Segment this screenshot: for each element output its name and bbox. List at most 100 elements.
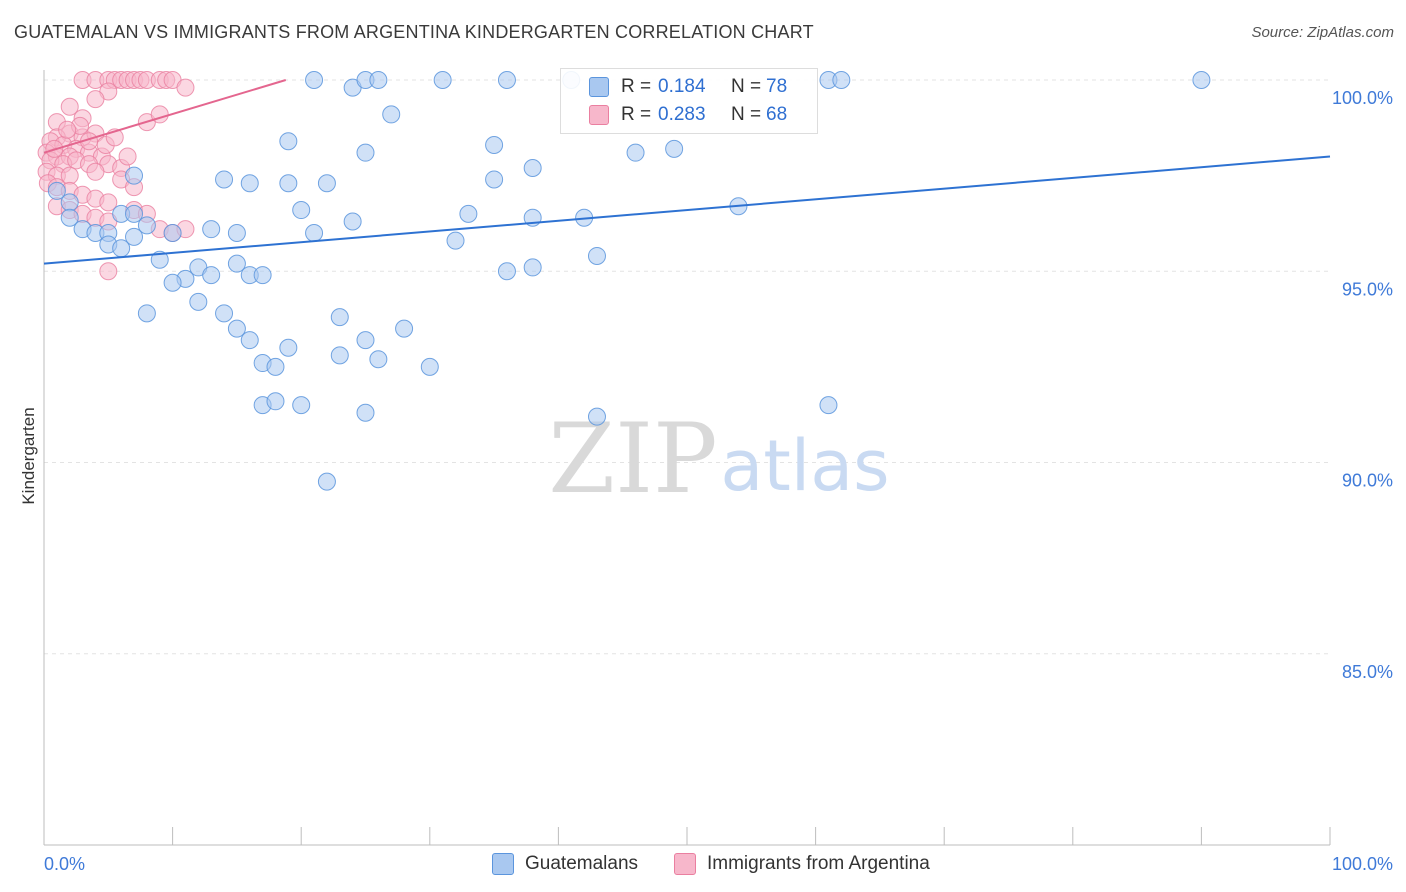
y-tick-label: 90.0% [1342,471,1393,491]
legend-r-label: R = [621,76,652,97]
guatemalan-point [420,357,439,376]
guatemalan-point [485,136,504,155]
guatemalan-point [587,246,606,265]
argentina-point [86,90,105,109]
guatemalan-point [369,71,388,89]
guatemalan-point [47,181,66,200]
guatemalan-point [125,166,144,185]
guatemalan-point [305,224,324,242]
trend-lines [43,79,1331,265]
guatemalan-point [240,174,259,193]
guatemalan-point [523,158,542,177]
guatemalan-point [163,273,182,292]
guatemalan-point [317,174,336,193]
legend-n-label: N = [731,76,762,97]
guatemalan-point [523,258,542,277]
guatemalan-point [227,319,246,338]
watermark-atlas: atlas [720,425,889,507]
guatemalan-point [369,350,388,369]
gridlines [44,79,1330,655]
y-tick-label: 100.0% [1332,88,1393,108]
guatemalan-point [266,392,285,411]
legend-row-argentina: R = 0.283 N = 68 [561,101,817,129]
bottom-legend-swatch-blue [492,853,514,875]
guatemalan-point [189,292,208,311]
guatemalan-point [317,472,336,491]
guatemalan-point [215,304,234,323]
guatemalan-point [279,174,298,193]
legend-n-value: 68 [766,104,788,125]
legend-r-value: 0.184 [658,76,706,97]
bottom-legend-swatch-pink [674,853,696,875]
guatemalan-point [163,224,182,242]
guatemalan-point [137,304,156,323]
guatemalan-point [305,71,324,89]
guatemalan-point [330,308,349,327]
argentina-point [99,262,118,281]
watermark-zip: ZIP [548,403,717,515]
legend-row-guatemalans: R = 0.184 N = 78 [561,73,817,101]
guatemalan-point [215,170,234,189]
x-tick-labels: 0.0% 100.0% [44,854,1393,874]
guatemalan-point [356,143,375,162]
y-tick-labels: 100.0% 95.0% 90.0% 85.0% [1332,88,1393,682]
guatemalan-point [819,396,838,415]
guatemalan-point [485,170,504,189]
guatemalan-point [497,262,516,281]
guatemalans-trend-line [43,155,1331,265]
source-label: Source: ZipAtlas.com [1251,24,1394,41]
legend-n-label: N = [731,104,762,125]
guatemalan-point [125,204,144,223]
legend-n-value: 78 [766,76,788,97]
argentina-point [86,162,105,181]
y-tick-label: 95.0% [1342,279,1393,299]
guatemalan-point [832,71,851,89]
guatemalan-point [227,224,246,242]
x-tick-label: 0.0% [44,854,85,874]
bottom-legend-label: Immigrants from Argentina [707,853,930,874]
legend-r-label: R = [621,104,652,125]
guatemalan-point [150,250,169,269]
guatemalan-point [292,396,311,415]
guatemalan-point [665,139,684,158]
argentina-point [60,97,79,116]
guatemalan-point [60,193,79,212]
legend: R = 0.184 N = 78 R = 0.283 N = 68 [560,68,818,134]
guatemalan-point [587,407,606,426]
guatemalan-point [125,227,144,246]
bottom-legend-label: Guatemalans [525,853,639,874]
guatemalan-point [1192,71,1211,89]
argentina-point [176,78,195,97]
guatemalan-point [356,403,375,422]
argentina-point [118,147,137,166]
guatemalan-point [626,143,645,162]
guatemalan-point [446,231,465,250]
y-axis-label: Kindergarten [19,407,38,504]
guatemalan-point [497,71,516,89]
argentina-trend-line [43,79,287,154]
guatemalan-point [253,266,272,285]
guatemalan-point [395,319,414,338]
argentina-point [99,193,118,212]
legend-swatch-blue [589,77,609,97]
guatemalan-point [227,254,246,273]
guatemalan-point [202,266,221,285]
argentina-point [58,120,77,139]
watermark: ZIP atlas [548,403,889,515]
guatemalan-point [279,338,298,357]
y-tick-label: 85.0% [1342,662,1393,682]
guatemalan-point [433,71,452,89]
guatemalan-point [382,105,401,124]
series-guatemalans-points [47,71,1211,491]
guatemalan-point [343,212,362,231]
x-tick-label: 100.0% [1332,854,1393,874]
legend-swatch-pink [589,105,609,125]
guatemalan-point [279,132,298,151]
guatemalan-point [330,346,349,365]
guatemalan-point [137,216,156,235]
guatemalan-point [292,201,311,220]
chart-title: GUATEMALAN VS IMMIGRANTS FROM ARGENTINA … [14,22,814,42]
guatemalan-point [112,239,131,258]
x-ticks [43,827,1331,845]
